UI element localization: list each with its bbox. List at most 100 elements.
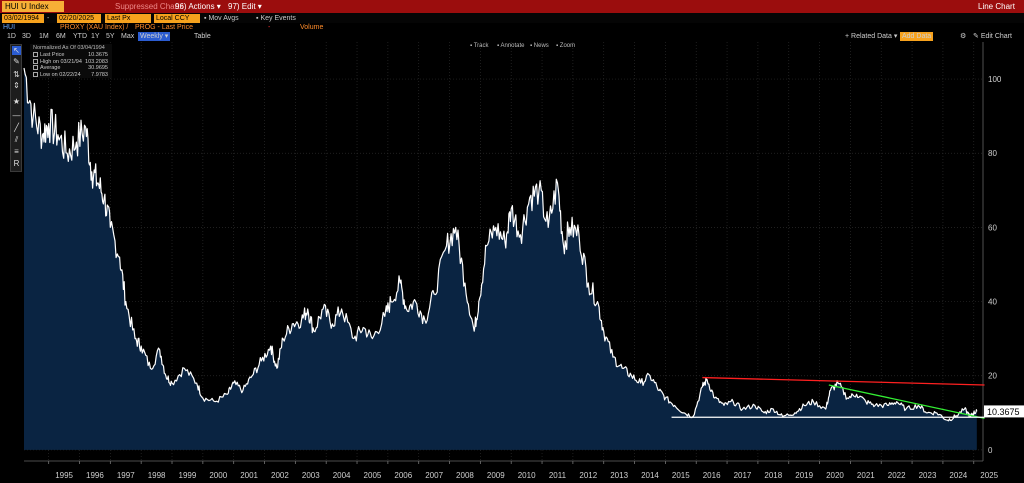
x-tick-label: 1996 xyxy=(86,471,104,480)
x-tick-label: 2017 xyxy=(734,471,752,480)
period-bar: 1D 3D 1M 6M YTD 1Y 5Y Max Weekly ▾ Table… xyxy=(0,32,1024,41)
arrows-icon[interactable]: ⇅ xyxy=(13,70,20,79)
y-tick-label: 40 xyxy=(988,298,997,307)
x-tick-label: 2000 xyxy=(209,471,227,480)
zoom-tool[interactable]: ▪ Zoom xyxy=(556,43,576,49)
suppressed-charts-label[interactable]: Suppressed Charts xyxy=(115,2,184,11)
legend-value-average: 30.9695 xyxy=(88,65,108,71)
period-6m[interactable]: 6M xyxy=(56,33,66,40)
drawing-toolbar: ↖ ✎ ⇅ ⇕ ★ ― ╱ ⫽ ≡ R xyxy=(10,44,22,172)
y-tick-label: 20 xyxy=(988,372,997,381)
channel-icon[interactable]: ⫽ xyxy=(14,135,19,144)
line-icon[interactable]: ― xyxy=(12,111,21,120)
x-tick-label: 2001 xyxy=(240,471,258,480)
legend-row-last[interactable]: Last Price xyxy=(33,52,64,58)
news-tool[interactable]: ▪ News xyxy=(530,43,549,49)
x-tick-label: 2012 xyxy=(579,471,597,480)
period-1m[interactable]: 1M xyxy=(39,33,49,40)
x-tick-label: 2018 xyxy=(764,471,782,480)
legend-row-high[interactable]: High on 03/21/94 xyxy=(33,59,82,65)
actions-menu[interactable]: 96) Actions ▾ xyxy=(175,2,221,11)
last-value-label: 10.3675 xyxy=(987,407,1020,417)
add-data-button[interactable]: Add Data xyxy=(900,32,934,41)
trendline xyxy=(702,376,985,386)
legend-heading: Normalized As Of 03/04/1994 xyxy=(33,45,105,51)
pencil-icon[interactable]: ✎ xyxy=(13,57,20,66)
x-tick-label: 2002 xyxy=(271,471,289,480)
x-tick-label: 2019 xyxy=(795,471,813,480)
date-toolbar: 03/02/1994 - 02/20/2025 Last Px Local CC… xyxy=(0,13,1024,23)
chart-type-label: Line Chart xyxy=(978,2,1015,11)
x-tick-label: 2006 xyxy=(394,471,412,480)
period-max[interactable]: Max xyxy=(121,33,135,40)
period-1y[interactable]: 1Y xyxy=(91,33,100,40)
x-tick-label: 2020 xyxy=(826,471,844,480)
proxy-label: PROXY (XAU Index) / xyxy=(60,24,129,31)
x-tick-label: 2015 xyxy=(672,471,690,480)
study-row: HUI PROXY (XAU Index) / PROG - Last Pric… xyxy=(0,23,1024,32)
x-tick-label: 2024 xyxy=(949,471,967,480)
track-tool[interactable]: ▪ Track xyxy=(470,43,489,49)
legend-value-high: 103.2083 xyxy=(85,58,108,65)
y-tick-label: 80 xyxy=(988,149,997,158)
x-tick-label: 1997 xyxy=(117,471,135,480)
legend-row-average[interactable]: Average xyxy=(33,65,60,71)
price-label: PROG - Last Price xyxy=(135,24,193,31)
period-5y[interactable]: 5Y xyxy=(106,33,115,40)
x-tick-label: 2009 xyxy=(487,471,505,480)
favorites-icon[interactable]: ★ xyxy=(12,97,21,106)
text-icon[interactable]: R xyxy=(13,159,20,168)
x-tick-label: 2008 xyxy=(456,471,474,480)
x-tick-label: 2010 xyxy=(518,471,536,480)
price-field-select[interactable]: Last Px xyxy=(105,14,151,23)
period-ytd[interactable]: YTD xyxy=(73,33,87,40)
x-tick-label: 1999 xyxy=(179,471,197,480)
settings-gear-icon[interactable]: ⚙ xyxy=(960,33,967,40)
x-tick-label: 2013 xyxy=(610,471,628,480)
ticker-field[interactable]: HUI U Index xyxy=(2,1,64,12)
series-line xyxy=(23,67,978,422)
edit-chart-button[interactable]: ✎ Edit Chart xyxy=(973,33,1012,40)
zoom-tool-icon[interactable]: ⇕ xyxy=(13,81,20,90)
legend-value-last: 10.3675 xyxy=(88,52,108,58)
x-tick-label: 1995 xyxy=(55,471,73,480)
fib-icon[interactable]: ≡ xyxy=(14,147,19,156)
trendline-icon[interactable]: ╱ xyxy=(14,123,19,132)
x-tick-label: 2011 xyxy=(549,471,567,480)
annotate-tool[interactable]: ▪ Annotate xyxy=(497,43,525,49)
x-tick-label: 2003 xyxy=(302,471,320,480)
x-tick-label: 2014 xyxy=(641,471,659,480)
end-date-field[interactable]: 02/20/2025 xyxy=(57,14,101,23)
volume-label: Volume xyxy=(300,24,324,31)
edit-menu[interactable]: 97) Edit ▾ xyxy=(228,2,262,11)
mov-avgs-toggle[interactable]: ▪ Mov Avgs xyxy=(204,15,239,22)
period-1d[interactable]: 1D xyxy=(7,33,16,40)
y-tick-label: 0 xyxy=(988,446,993,455)
x-tick-label: 1998 xyxy=(148,471,166,480)
table-tab[interactable]: Table xyxy=(194,33,211,40)
start-date-field[interactable]: 03/02/1994 xyxy=(2,14,44,23)
x-tick-label: 2005 xyxy=(364,471,382,480)
x-tick-label: 2023 xyxy=(919,471,937,480)
x-tick-label: 2016 xyxy=(703,471,721,480)
series-area xyxy=(24,68,977,450)
x-tick-label: 2022 xyxy=(888,471,906,480)
cursor-icon[interactable]: ↖ xyxy=(12,46,21,55)
y-tick-label: 100 xyxy=(988,75,1002,84)
legend-row-low[interactable]: Low on 02/22/24 xyxy=(33,72,81,78)
x-tick-label: 2025 xyxy=(980,471,998,480)
period-weekly-select[interactable]: Weekly ▾ xyxy=(138,32,171,41)
related-data-menu[interactable]: + Related Data ▾ xyxy=(845,33,898,40)
key-events-toggle[interactable]: ▪ Key Events xyxy=(256,15,296,22)
trendline xyxy=(828,384,985,419)
legend-panel: Normalized As Of 03/04/1994 Last Price 1… xyxy=(30,44,112,78)
security-label: HUI xyxy=(3,24,16,31)
y-tick-label: 60 xyxy=(988,223,997,232)
currency-select[interactable]: Local CCY xyxy=(154,14,200,23)
x-tick-label: 2004 xyxy=(333,471,351,480)
last-value-tag xyxy=(984,405,1024,418)
period-3d[interactable]: 3D xyxy=(22,33,31,40)
title-bar: HUI U Index Suppressed Charts 96) Action… xyxy=(0,0,1024,13)
x-tick-label: 2021 xyxy=(857,471,875,480)
